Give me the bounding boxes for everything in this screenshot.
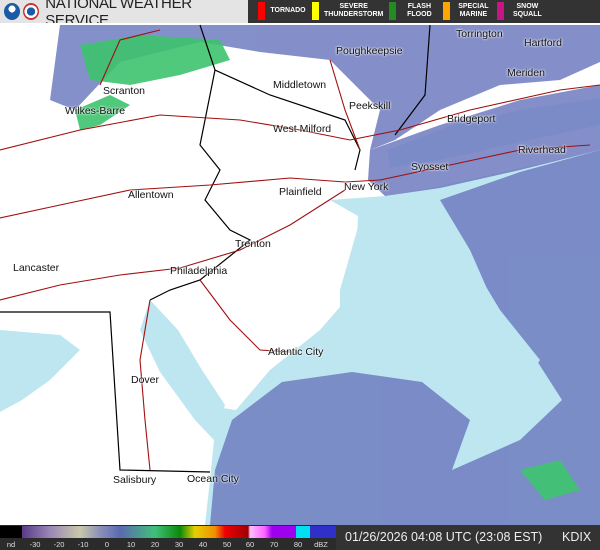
scale-label: 30 [174, 540, 184, 549]
warning-special-marine: SPECIAL MARINE [443, 2, 491, 20]
city-label: Lancaster [13, 262, 60, 274]
header-bar: NATIONAL WEATHER SERVICE TORNADO SEVERE … [0, 0, 600, 29]
warning-flash-flood: FLASH FLOOD [389, 2, 437, 20]
radar-station: KDIX [562, 530, 592, 544]
city-label: Torrington [456, 28, 503, 40]
city-label: Atlantic City [268, 346, 324, 358]
map-svg [0, 23, 600, 525]
delaware-bay [140, 300, 225, 440]
city-label: Plainfield [279, 186, 322, 198]
radar-echo-green-3 [520, 460, 580, 500]
city-label: Poughkeepsie [336, 45, 403, 57]
timestamp: 01/26/2026 04:08 UTC (23:08 EST) [345, 530, 543, 544]
city-label: Trenton [235, 238, 271, 250]
road [139, 299, 151, 471]
scale-label: dBZ [314, 540, 328, 549]
scale-label: 70 [269, 540, 279, 549]
warning-severe-thunderstorm: SEVERE THUNDERSTORM [312, 2, 383, 20]
scale-label: 20 [150, 540, 160, 549]
city-label: Riverhead [518, 144, 566, 156]
warning-tornado: TORNADO [258, 2, 306, 20]
scale-label: 80 [293, 540, 303, 549]
scale-label: 60 [245, 540, 255, 549]
city-label: Bridgeport [447, 113, 496, 125]
city-label: New York [344, 181, 389, 193]
road [379, 144, 591, 181]
flood-swatch [389, 2, 397, 20]
tornado-swatch [258, 2, 265, 20]
chesapeake-bay [0, 330, 80, 412]
warning-label: SEVERE THUNDERSTORM [324, 3, 384, 18]
radar-echo-north [50, 25, 600, 150]
city-label: Allentown [128, 189, 174, 201]
scale-label: 0 [104, 540, 110, 549]
city-label: Philadelphia [170, 265, 228, 277]
severe-swatch [312, 2, 319, 20]
dbz-color-strip [0, 526, 336, 538]
warning-label: TORNADO [270, 7, 306, 14]
city-label: West Milford [273, 123, 332, 135]
nws-logo-icon [23, 3, 40, 20]
city-label: Meriden [507, 67, 545, 79]
city-label: Syosset [411, 161, 449, 173]
warning-legend: TORNADO SEVERE THUNDERSTORM FLASH FLOOD … [258, 2, 551, 20]
warning-label: SPECIAL MARINE [458, 3, 489, 18]
city-label: Middletown [273, 79, 327, 91]
state-border-ny-ct [394, 24, 431, 136]
road [0, 177, 381, 219]
radar-echo-ocean-east [440, 150, 600, 525]
road [329, 59, 361, 151]
scale-label: -30 [29, 540, 41, 549]
noaa-logo-icon [4, 3, 21, 20]
scale-label: -10 [77, 540, 89, 549]
nws-brand[interactable]: NATIONAL WEATHER SERVICE [0, 0, 248, 29]
radar-echo-green-1 [80, 35, 230, 85]
state-border-nj-pa [149, 69, 252, 301]
scale-label: 10 [126, 540, 136, 549]
state-border-de-md [0, 311, 211, 473]
road [0, 84, 600, 151]
warning-label: FLASH FLOOD [407, 3, 432, 18]
marine-swatch [443, 2, 451, 20]
warning-snow-squall: SNOW SQUALL [497, 2, 545, 20]
road [0, 189, 346, 301]
radar-echo-li [368, 85, 600, 196]
scale-label: 40 [198, 540, 208, 549]
city-label: Ocean City [187, 473, 239, 485]
city-label: Dover [131, 374, 160, 386]
road [99, 29, 161, 86]
radar-echo-green-2 [75, 95, 130, 130]
scale-label: 50 [222, 540, 232, 549]
radar-echo-ocean-south [210, 372, 480, 525]
squall-swatch [497, 2, 505, 20]
footer-bar: nd -30 -20 -10 0 10 20 30 40 50 60 70 80… [0, 525, 600, 550]
radar-map[interactable]: Torrington Hartford Poughkeepsie Meriden… [0, 23, 600, 525]
state-border-ny-nj [199, 24, 361, 171]
city-label: Salisbury [113, 474, 157, 486]
city-label: Peekskill [349, 100, 391, 112]
city-label: Hartford [524, 37, 562, 49]
scale-label: nd [6, 540, 16, 549]
dbz-color-scale: nd -30 -20 -10 0 10 20 30 40 50 60 70 80… [0, 525, 336, 550]
clear-ocean-gap [340, 205, 540, 395]
road [199, 279, 291, 353]
city-label: Scranton [103, 85, 146, 97]
city-label: Wilkes-Barre [65, 105, 126, 117]
scale-label: -20 [53, 540, 65, 549]
warning-label: SNOW SQUALL [512, 3, 542, 18]
